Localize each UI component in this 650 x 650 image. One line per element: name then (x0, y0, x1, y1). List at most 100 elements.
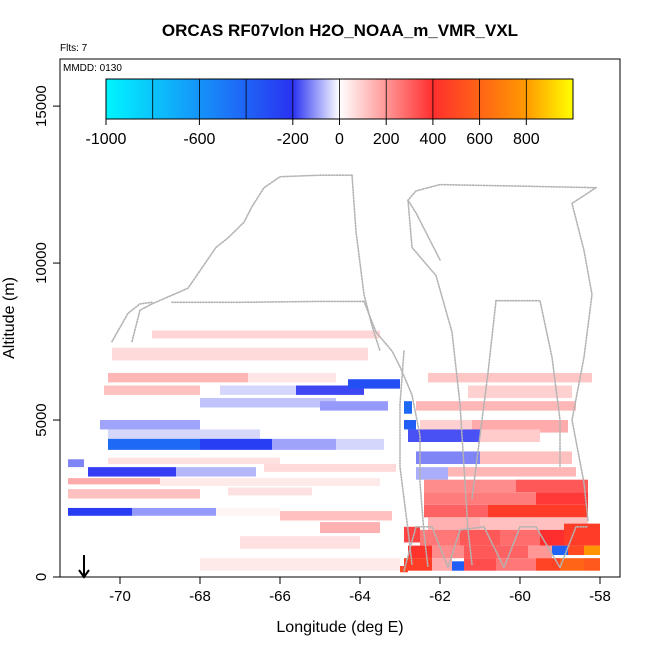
data-cell (320, 522, 380, 534)
data-cell (108, 438, 200, 450)
data-cell (112, 347, 368, 361)
flight-track-segment (363, 300, 429, 569)
data-cell (552, 545, 568, 556)
data-cell (348, 379, 400, 389)
data-cell (464, 545, 496, 559)
data-cell (100, 420, 200, 430)
data-cell (200, 398, 336, 408)
x-tick-label: -58 (589, 588, 611, 605)
data-cell (132, 507, 216, 516)
data-cell (540, 529, 564, 546)
data-cell (424, 479, 516, 493)
data-cell (560, 558, 584, 571)
y-tick-label: 5000 (33, 403, 50, 436)
data-cell (496, 545, 528, 559)
chart-title: ORCAS RF07vlon H2O_NOAA_m_VMR_VXL (162, 21, 518, 40)
colorbar-boundaries (152, 79, 527, 119)
colorbar-tick-label: 200 (373, 131, 400, 148)
data-cell (424, 504, 488, 518)
data-cell (280, 511, 392, 521)
data-cell (220, 385, 296, 395)
data-cell (200, 438, 272, 450)
data-cell (240, 536, 360, 549)
data-cell (432, 558, 452, 571)
data-cell (216, 507, 280, 516)
x-tick-label: -62 (429, 588, 451, 605)
data-cell (536, 558, 560, 571)
data-cell (248, 372, 336, 383)
data-cell (108, 457, 280, 464)
data-cell (176, 467, 256, 477)
x-tick-label: -64 (349, 588, 371, 605)
flight-track-segment (403, 525, 589, 572)
data-cell (228, 487, 312, 496)
data-cell (416, 467, 448, 480)
colorbar-tick-label: 600 (466, 131, 493, 148)
data-cell (460, 529, 500, 546)
data-cell (416, 451, 480, 464)
data-cell (480, 451, 572, 464)
data-cell (108, 372, 248, 383)
flight-track-segment (111, 301, 153, 343)
data-cell (68, 489, 200, 499)
data-cell (428, 372, 592, 383)
data-cell (432, 545, 464, 559)
data-cell (424, 492, 536, 505)
flight-track-segment (171, 300, 365, 304)
x-tick-label: -68 (189, 588, 211, 605)
data-cell (104, 385, 200, 395)
colorbar: -1000 -600 -200 0 200 400 600 800 (86, 78, 574, 148)
colorbar-tick-label: 800 (513, 131, 540, 148)
x-axis: -70 -68 -66 -64 -62 -60 -58 (109, 577, 611, 605)
data-cell (320, 401, 388, 411)
y-tick-label: 15000 (33, 85, 50, 127)
data-cell (568, 545, 584, 556)
flight-track-segment (399, 350, 413, 566)
data-cell (336, 438, 384, 450)
data-cell (584, 545, 600, 556)
arrow-head (78, 569, 90, 579)
data-cell (536, 492, 588, 505)
flight-track-segment (351, 174, 381, 352)
arrow-marker (78, 555, 90, 579)
plot-frame (59, 58, 621, 578)
colorbar-ticks: -1000 -600 -200 0 200 400 600 800 (86, 119, 540, 148)
data-cell (404, 420, 416, 430)
data-cells (68, 330, 600, 573)
flight-track-segment (471, 299, 497, 500)
data-cell (160, 478, 380, 486)
data-cell (500, 529, 540, 546)
data-cell (584, 558, 600, 571)
x-tick-label: -66 (269, 588, 291, 605)
data-cell (564, 523, 600, 546)
data-cell (448, 467, 576, 477)
flight-track-segment (131, 174, 353, 343)
colorbar-tick-label: 0 (335, 131, 344, 148)
flight-track-segment (571, 186, 597, 522)
data-cell (488, 504, 588, 518)
data-cell (152, 330, 380, 339)
data-cell (68, 478, 160, 485)
date-note: MMDD: 0130 (63, 63, 122, 74)
y-tick-label: 10000 (33, 242, 50, 284)
y-tick-label: 0 (33, 573, 50, 581)
x-tick-label: -60 (509, 588, 531, 605)
data-cell (264, 463, 396, 472)
data-cell (516, 479, 588, 493)
flight-track-segment (407, 183, 597, 261)
data-cell (464, 558, 496, 571)
flight-track-segment (407, 199, 473, 566)
data-cell (468, 385, 572, 399)
data-cell (68, 507, 132, 516)
flight-tracks (111, 174, 597, 572)
colorbar-tick-label: 400 (420, 131, 447, 148)
data-cell (68, 459, 84, 468)
flight-track-segment (495, 299, 561, 468)
flights-note: Flts: 7 (60, 43, 88, 54)
x-axis-label: Longitude (deg E) (276, 619, 403, 636)
colorbar-tick-label: -600 (183, 131, 215, 148)
data-cell (404, 401, 412, 414)
y-axis-label: Altitude (m) (1, 277, 18, 359)
data-cell (528, 545, 552, 559)
